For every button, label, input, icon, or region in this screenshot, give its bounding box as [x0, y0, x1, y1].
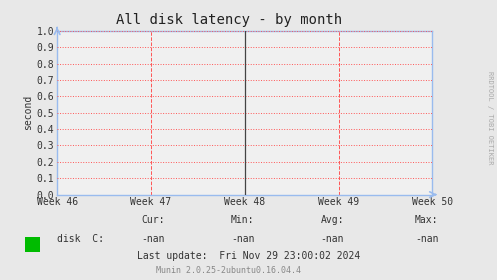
Text: RRDTOOL / TOBI OETIKER: RRDTOOL / TOBI OETIKER	[487, 71, 493, 164]
Text: Max:: Max:	[415, 215, 438, 225]
Text: Min:: Min:	[231, 215, 254, 225]
Text: disk  C:: disk C:	[57, 234, 104, 244]
Text: Cur:: Cur:	[142, 215, 165, 225]
Text: Munin 2.0.25-2ubuntu0.16.04.4: Munin 2.0.25-2ubuntu0.16.04.4	[156, 266, 301, 275]
Y-axis label: second: second	[22, 95, 33, 130]
Text: -nan: -nan	[321, 234, 344, 244]
Text: -nan: -nan	[231, 234, 254, 244]
Text: -nan: -nan	[415, 234, 438, 244]
Text: All disk latency - by month: All disk latency - by month	[116, 13, 341, 27]
Text: -nan: -nan	[142, 234, 165, 244]
Text: Last update:  Fri Nov 29 23:00:02 2024: Last update: Fri Nov 29 23:00:02 2024	[137, 251, 360, 261]
Text: Avg:: Avg:	[321, 215, 344, 225]
